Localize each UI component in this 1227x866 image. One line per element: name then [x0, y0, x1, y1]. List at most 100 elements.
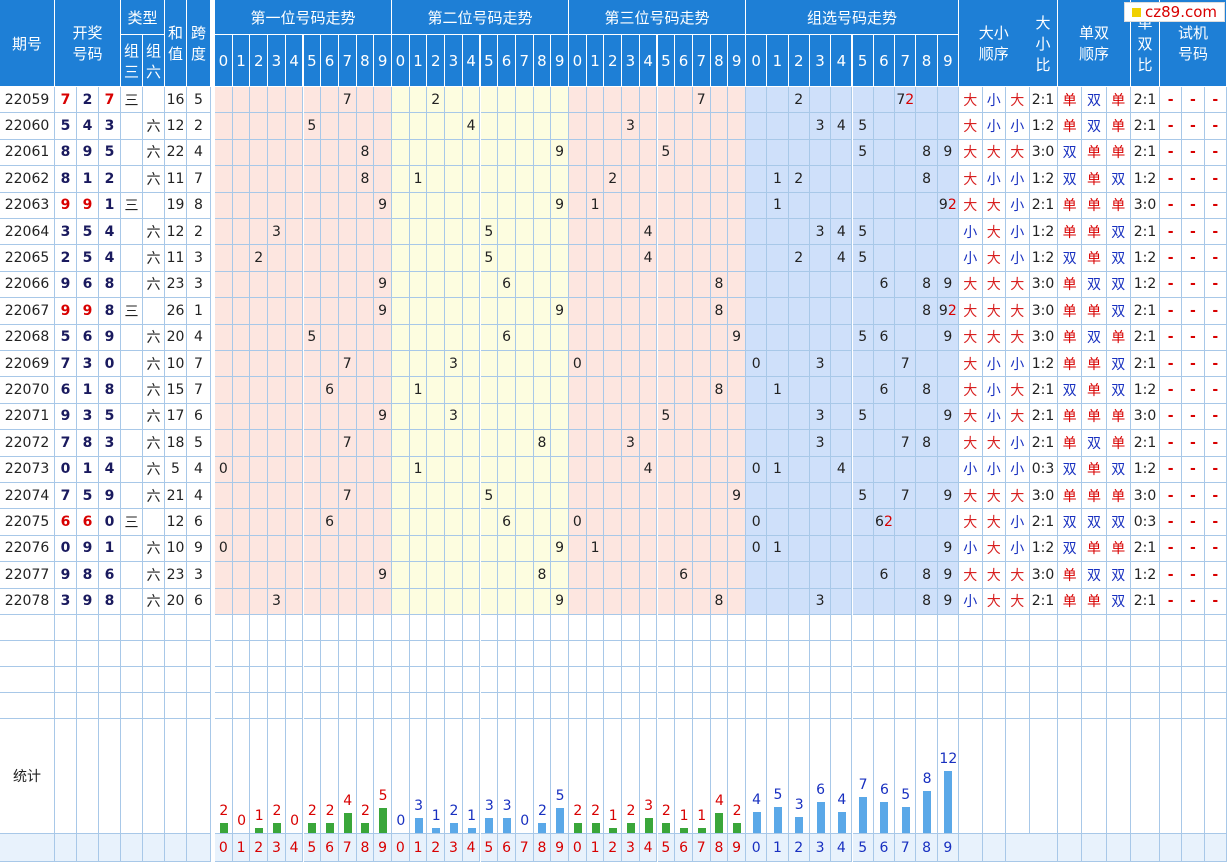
- pos2-cell: [480, 535, 499, 563]
- group-cell: [809, 324, 832, 351]
- footer-cell: [1182, 834, 1205, 862]
- pos2-cell: [445, 562, 463, 589]
- trial-cell: -: [1160, 430, 1183, 457]
- pos1-cell: [232, 271, 251, 299]
- group-cell: [852, 298, 874, 325]
- stat-bar-label: 2: [573, 803, 583, 819]
- pos3-cell: [692, 430, 711, 457]
- trial-cell: -: [1160, 483, 1183, 510]
- pos1-cell: [338, 139, 357, 167]
- sum-cell: 23: [165, 271, 187, 299]
- trial-cell: -: [1182, 192, 1205, 219]
- stat-bar: [837, 812, 846, 833]
- empty-cell: [77, 693, 99, 719]
- stat-bar: [538, 823, 547, 833]
- oddeven-cell: 双: [1058, 377, 1083, 404]
- empty-cell: [480, 641, 499, 667]
- stat-bar-label: 4: [752, 792, 762, 809]
- header-pos3-digit-3: 3: [622, 35, 640, 87]
- group-cell: [831, 562, 853, 589]
- stat-bar: [556, 808, 565, 833]
- pos1-cell: [374, 430, 392, 457]
- header-group: 组选号码走势: [746, 0, 959, 35]
- stat-bar: [944, 770, 953, 833]
- group-cell: [746, 562, 768, 589]
- pos2-cell: [392, 271, 410, 299]
- pos3-cell: [569, 219, 587, 246]
- empty-cell: [788, 641, 810, 667]
- pos2-cell: [480, 271, 499, 299]
- pos3-cell: [692, 588, 711, 615]
- empty-cell: [1006, 615, 1030, 641]
- pos1-cell: [356, 377, 375, 404]
- empty-cell: [852, 693, 874, 719]
- pos2-cell: [445, 588, 463, 615]
- draw-digit: 5: [55, 324, 77, 351]
- group-cell: 9: [937, 271, 959, 299]
- pos1-cell: [232, 324, 251, 351]
- pos3-cell: [657, 562, 676, 589]
- pos1-cell: [232, 351, 251, 378]
- trial-cell: -: [1204, 298, 1227, 325]
- trial-cell: -: [1204, 351, 1227, 378]
- type-3-cell: [121, 324, 143, 351]
- footer-digit: 1: [232, 834, 251, 862]
- group-cell: [937, 351, 959, 378]
- empty-cell: [533, 615, 552, 641]
- draw-digit: 8: [55, 166, 77, 193]
- empty-cell: [937, 641, 959, 667]
- draw-digit: 6: [77, 271, 99, 299]
- type-3-cell: [121, 483, 143, 510]
- pos1-cell: [356, 509, 375, 536]
- oddeven-cell: 单: [1106, 113, 1131, 140]
- pos2-cell: [533, 351, 552, 378]
- pos3-cell: [639, 271, 658, 299]
- empty-cell: [710, 693, 729, 719]
- stats-cell: [622, 719, 640, 834]
- pos2-cell: 1: [409, 166, 428, 193]
- pos2-cell: [533, 403, 552, 431]
- empty-cell: [480, 693, 499, 719]
- group-cell: [852, 351, 874, 378]
- stat-bar-label: 12: [939, 750, 958, 767]
- pos1-cell: [356, 298, 375, 325]
- pos1-cell: [215, 483, 233, 510]
- pos2-cell: [462, 403, 481, 431]
- empty-cell: [551, 641, 569, 667]
- pos3-cell: [639, 298, 658, 325]
- trial-cell: -: [1182, 298, 1205, 325]
- oddeven-cell: 双: [1106, 377, 1131, 404]
- empty-cell: [1006, 693, 1030, 719]
- oddeven-ratio-cell: 1:2: [1131, 245, 1160, 272]
- stat-bar-label: 2: [219, 803, 229, 819]
- pos2-cell: [409, 219, 428, 246]
- empty-cell: [586, 667, 605, 693]
- oddeven-cell: 单: [1082, 588, 1107, 615]
- pos1-cell: [356, 430, 375, 457]
- bigsmall-ratio-cell: 3:0: [1029, 271, 1058, 299]
- oddeven-cell: 单: [1082, 483, 1107, 510]
- header-pos1-digit-4: 4: [285, 35, 304, 87]
- pos1-cell: [232, 456, 251, 483]
- stats-cell: [338, 719, 357, 834]
- footer-cell: [0, 834, 55, 862]
- empty-cell: [937, 667, 959, 693]
- sum-cell: 20: [165, 588, 187, 615]
- trial-cell: -: [1204, 377, 1227, 404]
- pos1-cell: [285, 562, 304, 589]
- type-6-cell: 六: [143, 403, 165, 431]
- type-6-cell: 六: [143, 483, 165, 510]
- stats-cell: [831, 719, 853, 834]
- empty-cell: [959, 667, 983, 693]
- trial-cell: -: [1160, 509, 1183, 536]
- pos3-cell: 0: [569, 351, 587, 378]
- pos1-cell: [250, 483, 269, 510]
- oddeven-ratio-cell: 2:1: [1131, 535, 1160, 563]
- oddeven-ratio-cell: 1:2: [1131, 166, 1160, 193]
- span-cell: 2: [187, 219, 211, 246]
- group-cell: [852, 192, 874, 219]
- stat-bar: [272, 823, 281, 833]
- pos1-cell: [215, 192, 233, 219]
- pos2-cell: 8: [533, 562, 552, 589]
- footer-digit: 1: [767, 834, 789, 862]
